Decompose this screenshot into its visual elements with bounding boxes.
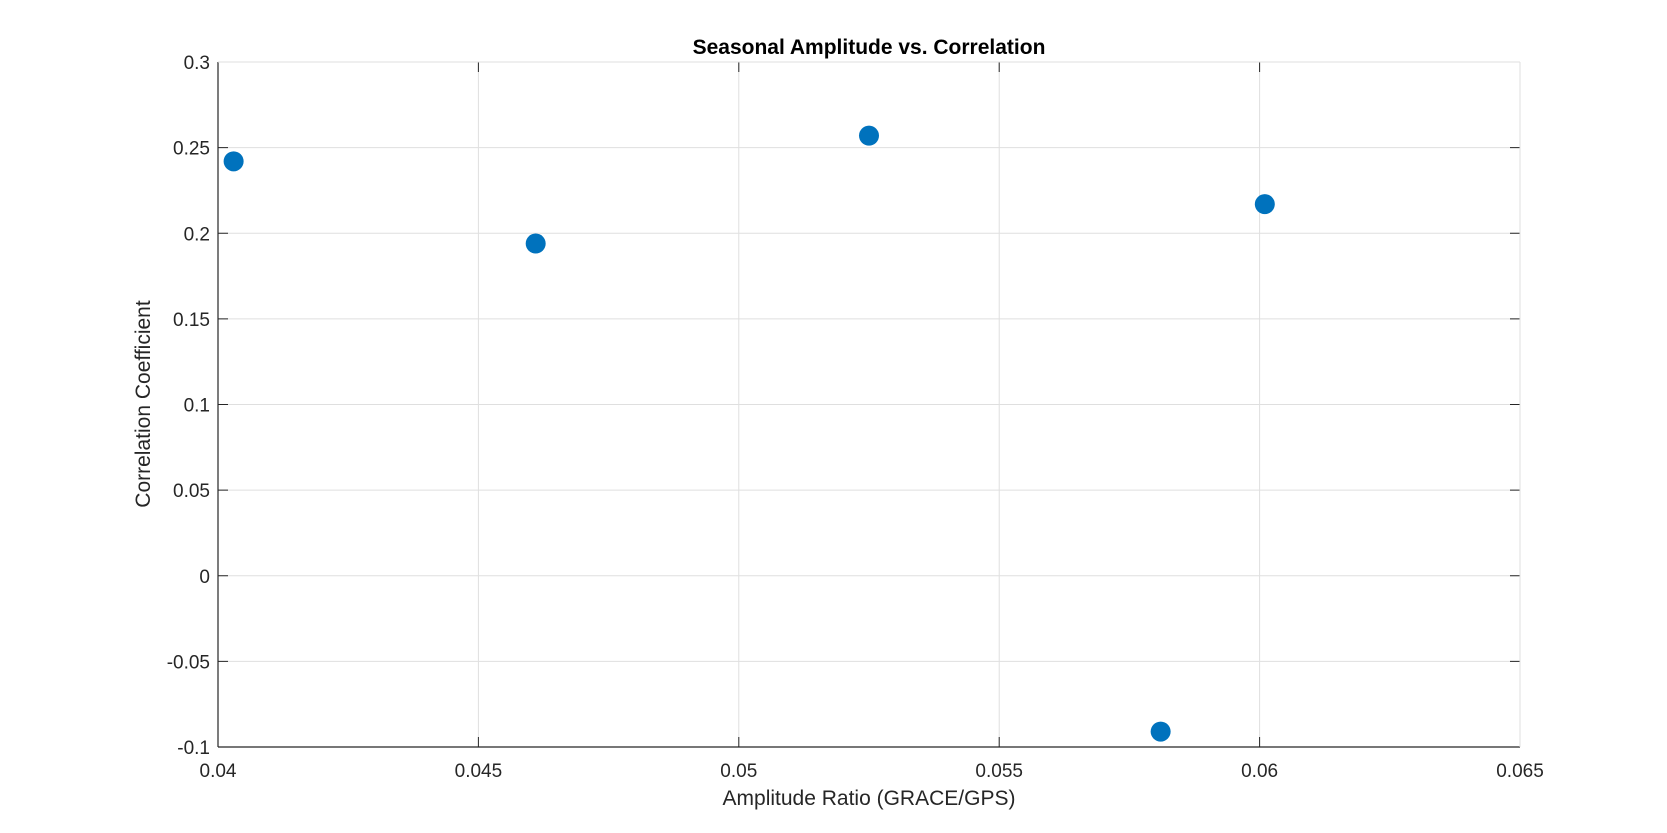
axes: [217, 61, 1521, 748]
y-tick-label: -0.1: [177, 738, 210, 759]
x-axis-label: Amplitude Ratio (GRACE/GPS): [723, 787, 1016, 810]
y-tick-label: 0.05: [173, 481, 210, 502]
chart-title: Seasonal Amplitude vs. Correlation: [693, 36, 1046, 59]
y-tick-label: -0.05: [167, 652, 210, 673]
data-point: [859, 125, 879, 146]
data-point: [1150, 721, 1171, 742]
y-tick-label: 0.15: [173, 310, 210, 331]
data-point: [223, 151, 244, 172]
y-tick-label: 0.2: [184, 224, 210, 245]
y-tick-label: 0.25: [173, 139, 210, 160]
data-points: [223, 125, 1275, 742]
y-tick-label: 0: [199, 567, 210, 588]
x-tick-label: 0.065: [1496, 761, 1544, 782]
x-tick-label: 0.05: [720, 761, 757, 782]
x-tick-label: 0.055: [975, 761, 1023, 782]
x-tick-label: 0.04: [200, 761, 237, 782]
y-axis-label: Correlation Coefficient: [132, 300, 155, 508]
data-point: [525, 233, 546, 254]
y-tick-label: 0.1: [184, 396, 210, 417]
tick-labels: 0.04 0.045 0.05 0.055 0.06 0.065 -0.1 -0.05 0 0.0…: [167, 53, 1544, 782]
data-point: [1254, 194, 1275, 215]
y-tick-label: 0.3: [184, 53, 210, 74]
x-tick-label: 0.045: [455, 761, 503, 782]
x-tick-label: 0.06: [1241, 761, 1278, 782]
